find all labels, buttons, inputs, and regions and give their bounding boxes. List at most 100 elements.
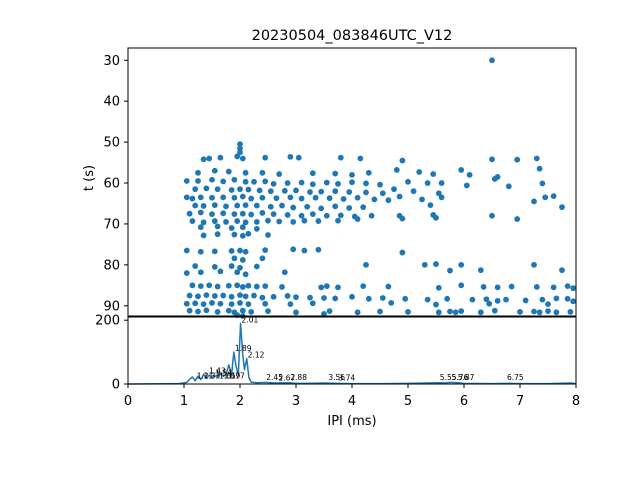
raster-point [570,298,577,305]
raster-point [197,194,204,201]
histogram-plot-frame [127,316,577,385]
raster-point [290,204,297,211]
raster-point [346,205,353,211]
histogram-peak-label: 2.45 [266,373,283,382]
raster-point [494,297,501,304]
raster-point [214,309,221,315]
raster-point [262,154,269,161]
raster-point [242,178,249,185]
raster-point [223,203,229,210]
raster-point [242,169,249,176]
raster-point [536,165,543,172]
raster-point [237,247,243,254]
raster-point [231,231,238,238]
raster-point [349,179,355,186]
raster-point [318,205,325,212]
raster-point [424,296,431,303]
raster-point [209,300,215,306]
raster-point [290,246,297,253]
histogram-peak-label: 1.77 [228,372,245,381]
raster-point [186,292,193,299]
raster-point [223,218,229,225]
raster-point [237,141,243,148]
raster-point [284,293,291,299]
raster-point [253,218,260,225]
raster-point [480,284,487,290]
raster-point [531,261,537,268]
raster-point [237,292,243,299]
raster-point [323,179,330,186]
raster-point [307,294,313,301]
raster-point [248,211,255,218]
raster-point [189,195,196,202]
raster-point [203,292,210,299]
raster-point [435,284,442,291]
raster-point [256,187,263,194]
raster-point [237,149,243,156]
raster-point [189,282,196,289]
raster-point [197,283,204,290]
histogram-x-tick-label: 3 [292,394,300,409]
raster-point [239,257,246,263]
raster-point [195,169,201,176]
raster-point [533,155,540,162]
raster-point [231,211,238,218]
raster-point [531,308,537,315]
raster-point [365,295,372,302]
raster-point [357,155,364,162]
raster-point [564,283,571,290]
raster-point [220,292,227,299]
raster-point [531,198,537,205]
raster-point [458,167,465,173]
raster-point [559,204,565,211]
raster-point [183,247,190,254]
raster-point [391,186,397,193]
raster-point [337,154,344,161]
raster-point [270,180,277,187]
raster-point [214,186,221,193]
raster-point [253,202,260,209]
raster-point [211,218,218,224]
raster-point [281,269,288,276]
raster-point [217,268,224,275]
raster-point [234,153,241,160]
raster-point [458,282,465,289]
raster-point [192,300,199,307]
raster-point [335,217,341,224]
raster-point [477,267,484,274]
histogram-x-tick-label: 1 [180,394,188,409]
raster-point [270,211,277,218]
raster-point [259,209,266,216]
raster-point [539,296,546,303]
raster-point [186,210,193,217]
raster-point [298,212,305,219]
raster-point [211,293,218,299]
raster-point [399,249,406,256]
raster-point [489,212,495,219]
raster-point [270,293,277,300]
raster-point [309,300,316,307]
histogram-y-tick-label: 0 [112,378,120,393]
raster-point [416,169,423,175]
raster-point [209,211,215,218]
histogram-x-tick-label: 0 [124,394,132,409]
histogram-x-ticks: 0 1 2 3 4 5 6 7 8 [124,384,580,409]
raster-point [371,196,378,203]
raster-point [399,215,406,222]
raster-point [225,168,232,175]
histogram-x-tick-label: 7 [516,394,524,409]
raster-point [363,261,369,268]
raster-point [354,216,361,222]
raster-point [217,300,224,307]
raster-point [248,309,255,315]
histogram-peak-label: 1.89 [235,344,252,353]
raster-point [214,283,221,290]
histogram-peak-label: 2.88 [290,373,307,382]
raster-point [262,247,269,254]
raster-point [349,293,355,300]
raster-point [553,295,560,302]
raster-point [438,194,445,201]
raster-point [237,145,243,152]
raster-point [245,301,252,308]
